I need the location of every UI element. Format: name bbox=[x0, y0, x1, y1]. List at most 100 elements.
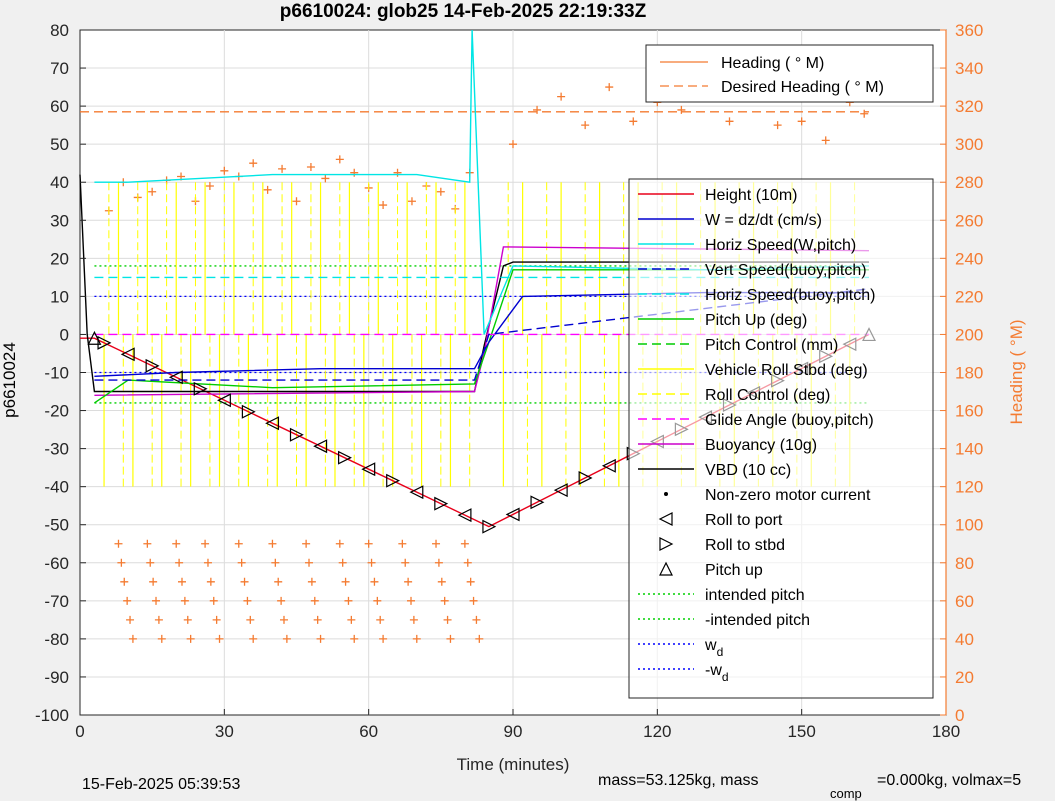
roll-stbd-marker bbox=[338, 450, 352, 465]
roll-port-marker bbox=[409, 485, 424, 500]
heading-spike-point bbox=[240, 577, 249, 586]
footer-date: 15-Feb-2025 05:39:53 bbox=[82, 776, 240, 793]
roll-port-marker bbox=[120, 347, 135, 362]
heading-point bbox=[278, 164, 287, 173]
heading-spike-point bbox=[437, 577, 446, 586]
y-axis-label: p6610024 bbox=[0, 342, 19, 418]
y-tick-label: -90 bbox=[44, 668, 69, 687]
legend-heading: Heading ( ° M) Desired Heading ( ° M) bbox=[645, 44, 934, 103]
heading-spike-point bbox=[370, 577, 379, 586]
heading-spike-point bbox=[201, 539, 210, 548]
y2-axis-label: Heading ( °M) bbox=[1007, 319, 1026, 424]
heading-spike-point bbox=[466, 577, 475, 586]
y2-tick-label: 80 bbox=[955, 554, 974, 573]
legend-main-box bbox=[628, 178, 934, 699]
heading-point bbox=[148, 187, 157, 196]
heading-spike-point bbox=[305, 558, 314, 567]
heading-spike-point bbox=[434, 558, 443, 567]
heading-point bbox=[509, 140, 517, 149]
roll-stbd-marker bbox=[530, 495, 545, 510]
y-tick-label: -80 bbox=[44, 630, 69, 649]
pitch-up-marker bbox=[87, 330, 102, 345]
roll-port-marker bbox=[505, 507, 520, 522]
heading-spike-point bbox=[316, 634, 325, 643]
y-tick-label: -10 bbox=[44, 364, 69, 383]
legend-label: intended pitch bbox=[705, 587, 805, 604]
legend-top-box bbox=[645, 44, 934, 103]
heading-spike-point bbox=[338, 558, 347, 567]
heading-spike-point bbox=[344, 596, 353, 605]
y2-tick-label: 120 bbox=[955, 478, 983, 497]
heading-spike-point bbox=[177, 577, 186, 586]
heading-spike-point bbox=[120, 577, 129, 586]
heading-point bbox=[205, 182, 214, 191]
heading-spike-point bbox=[350, 634, 359, 643]
chart-title: p6610024: glob25 14-Feb-2025 22:19:33Z bbox=[280, 1, 647, 22]
heading-spike-point bbox=[114, 539, 123, 548]
y2-tick-label: 60 bbox=[955, 592, 974, 611]
heading-point bbox=[379, 201, 388, 210]
heading-point bbox=[292, 197, 301, 206]
legend-label: Pitch up bbox=[705, 562, 763, 579]
y-tick-label: -30 bbox=[44, 440, 69, 459]
heading-spike-point bbox=[186, 634, 195, 643]
y2-tick-label: 220 bbox=[955, 287, 983, 306]
legend-label: Roll to port bbox=[705, 512, 783, 529]
legend-label: Non-zero motor current bbox=[705, 487, 871, 504]
roll-port-marker bbox=[313, 439, 328, 454]
heading-point bbox=[629, 117, 638, 126]
roll-stbd-marker bbox=[193, 381, 208, 396]
roll-port-marker bbox=[361, 462, 376, 477]
heading-point bbox=[350, 168, 359, 177]
heading-spike-point bbox=[117, 558, 126, 567]
heading-spike-point bbox=[335, 539, 344, 548]
legend-label-subscript: d bbox=[722, 670, 729, 684]
heading-spike-point bbox=[440, 596, 449, 605]
legend-swatch bbox=[658, 512, 673, 526]
heading-point bbox=[581, 121, 590, 130]
legend-label: W = dz/dt (cm/s) bbox=[705, 212, 822, 229]
footer-mass: mass=53.125kg, mass bbox=[598, 772, 759, 789]
heading-spike-point bbox=[277, 596, 286, 605]
y2-tick-label: 20 bbox=[955, 668, 974, 687]
y-tick-label: 10 bbox=[50, 287, 69, 306]
heading-point bbox=[436, 187, 445, 196]
heading-spike-point bbox=[249, 634, 258, 643]
series-buoyancy bbox=[94, 246, 870, 396]
legend-top-label: Heading ( ° M) bbox=[721, 55, 824, 72]
y2-tick-label: 0 bbox=[955, 706, 964, 725]
heading-point bbox=[821, 136, 830, 145]
heading-spike-point bbox=[310, 596, 319, 605]
y2-tick-label: 260 bbox=[955, 211, 983, 230]
legend-label: Buoyancy (10g) bbox=[705, 437, 817, 454]
legend-swatch bbox=[659, 537, 674, 551]
y-tick-label: 30 bbox=[50, 211, 69, 230]
y2-tick-label: 160 bbox=[955, 402, 983, 421]
y2-tick-label: 300 bbox=[955, 135, 983, 154]
legend-label: Vert Speed(buoy,pitch) bbox=[705, 262, 867, 279]
heading-spike-point bbox=[446, 634, 455, 643]
heading-point bbox=[533, 105, 542, 114]
heading-spike-point bbox=[367, 558, 376, 567]
legend-label: Roll Control (deg) bbox=[705, 387, 830, 404]
heading-spike-point bbox=[180, 596, 189, 605]
heading-spike-point bbox=[206, 577, 215, 586]
heading-point bbox=[249, 159, 258, 168]
roll-stbd-marker bbox=[578, 471, 593, 485]
roll-stbd-marker bbox=[97, 335, 112, 350]
legend-label: Pitch Control (mm) bbox=[705, 337, 838, 354]
x-tick-label: 60 bbox=[359, 722, 378, 741]
x-tick-label: 0 bbox=[75, 722, 84, 741]
roll-stbd-marker bbox=[386, 473, 401, 488]
heading-point bbox=[220, 166, 229, 175]
y-tick-label: 50 bbox=[50, 135, 69, 154]
heading-spike-point bbox=[209, 596, 218, 605]
heading-spike-point bbox=[271, 558, 280, 567]
y-tick-label: -100 bbox=[35, 706, 69, 725]
legend-main: Height (10m) W = dz/dt (cm/s) Horiz Speed(… bbox=[628, 178, 934, 699]
roll-port-marker bbox=[553, 483, 568, 498]
y2-tick-label: 100 bbox=[955, 516, 983, 535]
heading-spike-point bbox=[364, 539, 373, 548]
heading-markers bbox=[80, 58, 870, 643]
